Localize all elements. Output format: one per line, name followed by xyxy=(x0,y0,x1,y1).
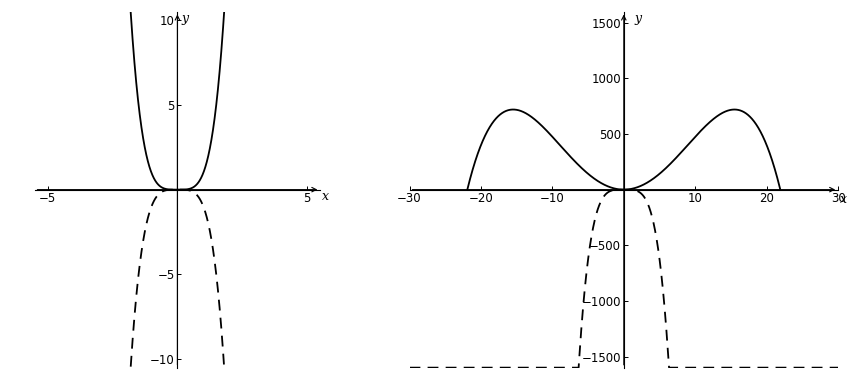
Text: y: y xyxy=(634,12,642,25)
Text: x: x xyxy=(840,193,848,206)
Text: y: y xyxy=(181,12,188,25)
Text: x: x xyxy=(321,190,328,204)
